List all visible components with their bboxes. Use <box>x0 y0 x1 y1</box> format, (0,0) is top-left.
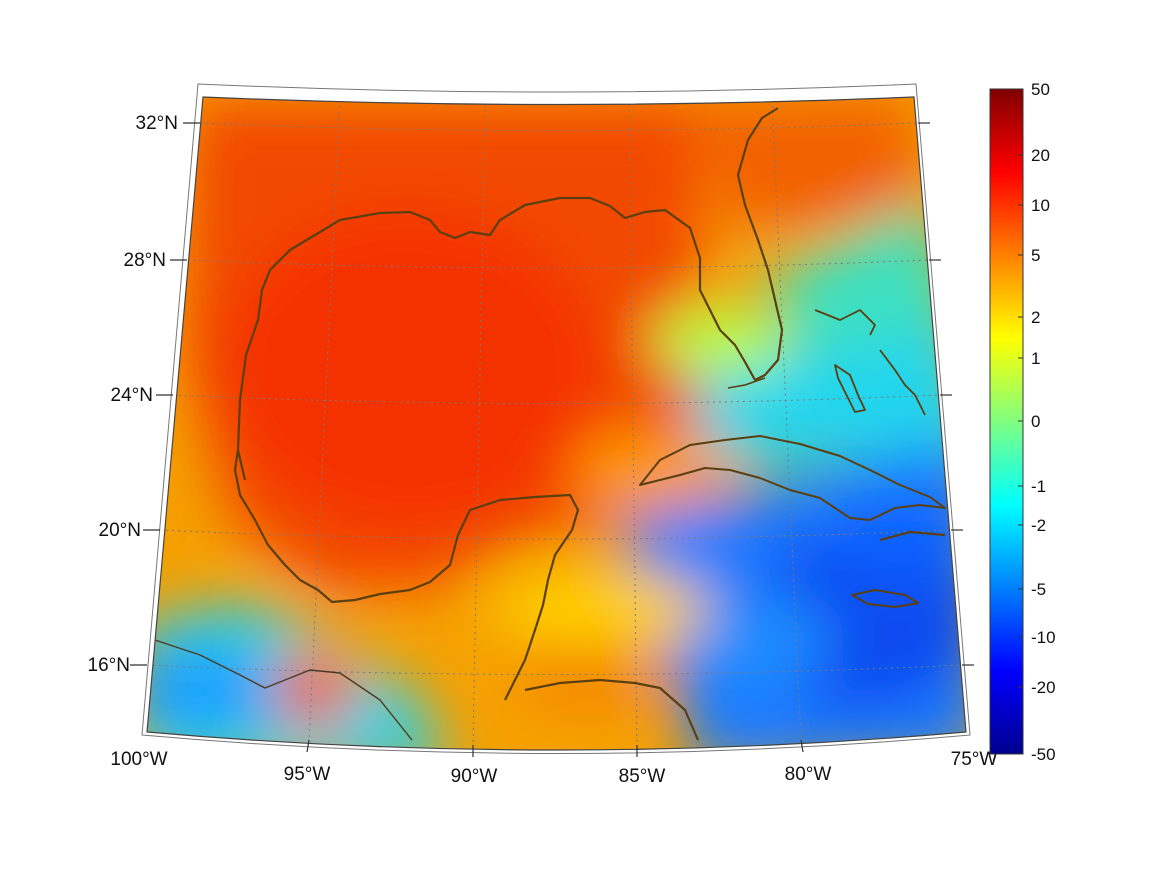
lon-labels: 100°W 95°W 90°W 85°W 80°W 75°W <box>110 749 997 787</box>
hispaniola <box>879 530 946 542</box>
lon-label-95: 95°W <box>284 764 331 785</box>
colorbar-tick-label: 2 <box>1031 308 1040 327</box>
lat-label-28: 28°N <box>124 250 166 271</box>
us-gulf-coast <box>236 107 784 481</box>
colorbar-tick-label: -5 <box>1031 580 1046 599</box>
colorbar-tick-label: -20 <box>1031 678 1056 697</box>
coastlines <box>154 107 946 741</box>
mexico-gulf-coast <box>233 449 580 701</box>
colorbar-tick-label: -2 <box>1031 516 1046 535</box>
colorbar-tick-label: -10 <box>1031 628 1056 647</box>
bahamas-andros <box>834 364 866 413</box>
colorbar-tick-label: 20 <box>1031 146 1050 165</box>
colorbar-tick-label: 5 <box>1031 246 1040 265</box>
florida-keys <box>727 377 766 389</box>
data-field <box>147 97 966 750</box>
bahamas-eleuthera <box>879 349 926 416</box>
lat-label-24: 24°N <box>111 385 153 406</box>
lon-label-90: 90°W <box>451 766 498 787</box>
lon-label-85: 85°W <box>619 766 666 787</box>
meridian-85 <box>628 103 638 746</box>
bahamas-abaco <box>814 309 876 336</box>
lat-label-32: 32°N <box>136 113 178 134</box>
meridian-90 <box>472 103 486 746</box>
graticule <box>147 99 963 746</box>
lat-labels: 32°N 28°N 24°N 20°N 16°N <box>88 113 178 676</box>
colorbar-tick-label: 50 <box>1031 80 1050 99</box>
colorbar-tick-label: 10 <box>1031 196 1050 215</box>
colorbar-tick-label: 0 <box>1031 412 1040 431</box>
lon-label-80: 80°W <box>785 764 832 785</box>
axis-ticks <box>130 122 974 757</box>
colorbar-tick-label: -1 <box>1031 477 1046 496</box>
parallel-24 <box>172 394 941 404</box>
lon-label-100: 100°W <box>110 749 167 770</box>
jamaica <box>851 589 919 608</box>
honduras-coast <box>524 678 700 741</box>
lon-label-75: 75°W <box>951 749 998 770</box>
colorbar-tick-label: -50 <box>1031 745 1056 764</box>
pacific-coast <box>154 639 413 741</box>
cuba <box>639 435 946 521</box>
lat-label-20: 20°N <box>99 520 141 541</box>
parallel-20 <box>159 529 952 540</box>
parallel-16 <box>147 664 963 675</box>
lat-label-16: 16°N <box>88 655 130 676</box>
map-frame <box>141 83 971 754</box>
colorbar-tick-label: 1 <box>1031 349 1040 368</box>
